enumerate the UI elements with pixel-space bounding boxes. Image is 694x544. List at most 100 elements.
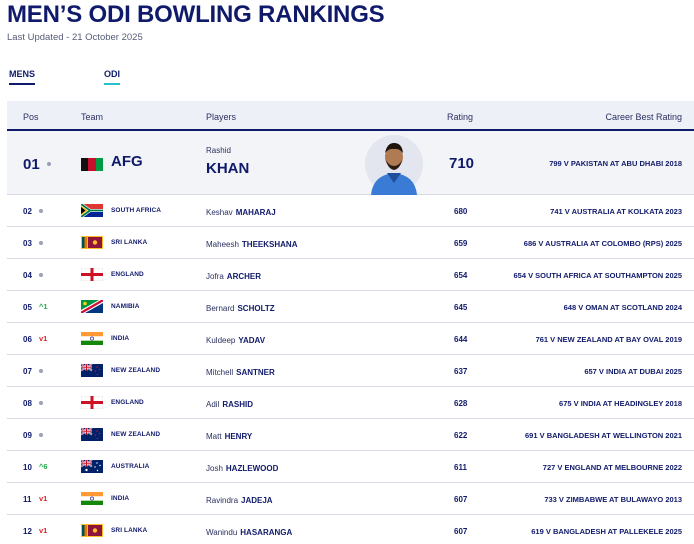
no-change-icon — [39, 209, 43, 213]
player-name[interactable]: Adil RASHID — [206, 400, 253, 409]
player-last-name: HENRY — [224, 432, 253, 441]
player-name[interactable]: Josh HAZLEWOOD — [206, 464, 278, 473]
rank-position: 03 — [23, 239, 32, 248]
table-row[interactable]: 11 v1 INDIA Ravindra JADEJA 607 733 V ZIMBABWE… — [7, 483, 694, 515]
rating-value: 637 — [454, 367, 468, 376]
player-first-name: Matt — [206, 432, 222, 441]
table-row[interactable]: 02 SOUTH AFRICA Keshav MAHARAJ 680 741 V AUST… — [7, 195, 694, 227]
team-name: SOUTH AFRICA — [111, 207, 162, 214]
player-first-name: Keshav — [206, 208, 233, 217]
team-name: ENGLAND — [111, 271, 144, 278]
player-name[interactable]: Ravindra JADEJA — [206, 496, 273, 505]
player-first-name: Ravindra — [206, 496, 239, 505]
table-row[interactable]: 09 NEW ZEALAND Matt HENRY 622 691 V BANGLADES… — [7, 419, 694, 451]
player-first-name: Rashid — [206, 146, 231, 155]
player-first-name: Wanindu — [206, 528, 238, 537]
rating-value: 628 — [454, 399, 468, 408]
rank-down-icon: v1 — [39, 334, 48, 343]
player-name[interactable]: Wanindu HASARANGA — [206, 528, 292, 537]
england-flag-icon — [81, 396, 103, 409]
rank-position: 01 — [23, 156, 40, 173]
rating-value: 659 — [454, 239, 468, 248]
rank-position: 09 — [23, 431, 32, 440]
player-first-name: Adil — [206, 400, 220, 409]
rating-value: 611 — [454, 463, 467, 472]
player-last-name: HASARANGA — [240, 528, 293, 537]
rating-value: 654 — [454, 271, 468, 280]
career-best: 686 V AUSTRALIA AT COLOMBO (RPS) 2025 — [523, 239, 682, 248]
col-players: Players — [206, 112, 237, 122]
table-row[interactable]: 04 ENGLAND Jofra ARCHER 654 654 V SOUTH AFRIC… — [7, 259, 694, 291]
player-name[interactable]: Mitchell SANTNER — [206, 368, 275, 377]
career-best: 741 V AUSTRALIA AT KOLKATA 2023 — [550, 207, 682, 216]
player-name[interactable]: Maheesh THEEKSHANA — [206, 240, 297, 249]
team-name: SRI LANKA — [111, 527, 148, 534]
table-row[interactable]: 03 SRI LANKA Maheesh THEEKSHANA 659 686 V AUS… — [7, 227, 694, 259]
player-last-name: ARCHER — [226, 272, 262, 281]
rank-down-icon: v1 — [39, 526, 48, 535]
rank-position: 08 — [23, 399, 32, 408]
england-flag-icon — [81, 268, 103, 281]
player-last-name: MAHARAJ — [235, 208, 276, 217]
no-change-icon — [39, 241, 43, 245]
table-row[interactable]: 07 NEW ZEALAND Mitchell SANTNER 637 657 V IND… — [7, 355, 694, 387]
player-last-name[interactable]: KHAN — [206, 160, 250, 177]
ranking-rows: 02 SOUTH AFRICA Keshav MAHARAJ 680 741 V AUST… — [7, 195, 694, 544]
india-flag-icon — [81, 332, 103, 345]
player-name[interactable]: Matt HENRY — [206, 432, 252, 441]
rank-position: 02 — [23, 207, 32, 216]
col-pos: Pos — [23, 112, 39, 122]
no-change-icon — [39, 433, 43, 437]
col-team: Team — [81, 112, 104, 122]
tab-mens[interactable]: MENS — [9, 69, 36, 85]
player-last-name: SANTNER — [236, 368, 275, 377]
rank-position: 07 — [23, 367, 32, 376]
rank-position: 06 — [23, 335, 32, 344]
player-last-name: YADAV — [238, 336, 266, 345]
col-rating: Rating — [447, 112, 474, 122]
player-photo — [365, 135, 423, 195]
player-name[interactable]: Keshav MAHARAJ — [206, 208, 276, 217]
rank-position: 11 — [23, 495, 32, 504]
table-row[interactable]: 08 ENGLAND Adil RASHID 628 675 V INDIA AT HEA… — [7, 387, 694, 419]
sri-lanka-flag-icon — [81, 236, 103, 249]
namibia-flag-icon — [81, 300, 103, 313]
rankings-table: Pos Team Players Rating Career Best Rati… — [7, 101, 694, 544]
player-name[interactable]: Jofra ARCHER — [206, 272, 261, 281]
player-last-name: SCHOLTZ — [237, 304, 275, 313]
tab-odi[interactable]: ODI — [104, 69, 121, 85]
career-best: 727 V ENGLAND AT MELBOURNE 2022 — [542, 463, 682, 472]
rank-position: 04 — [23, 271, 32, 280]
player-name[interactable]: Kuldeep YADAV — [206, 336, 265, 345]
player-name[interactable]: Bernard SCHOLTZ — [206, 304, 275, 313]
career-best: 654 V SOUTH AFRICA AT SOUTHAMPTON 2025 — [513, 271, 682, 280]
south-africa-flag-icon — [81, 204, 103, 217]
player-first-name: Maheesh — [206, 240, 239, 249]
rank-position: 10 — [23, 463, 32, 472]
player-first-name: Bernard — [206, 304, 235, 313]
team-name: NEW ZEALAND — [111, 431, 161, 438]
rating-value: 644 — [454, 335, 468, 344]
player-first-name: Mitchell — [206, 368, 234, 377]
table-row[interactable]: 12 v1 SRI LANKA Wanindu HASARANGA 607 619 V BA… — [7, 515, 694, 544]
no-change-icon — [39, 401, 43, 405]
career-best: 648 V OMAN AT SCOTLAND 2024 — [563, 303, 682, 312]
top-ranked-row[interactable]: 01 AFG Rashid KHAN 710 799 V PAKISTAN AT… — [7, 131, 694, 195]
no-change-icon — [39, 273, 43, 277]
rank-up-icon: ^6 — [39, 462, 48, 471]
rating-value: 622 — [454, 431, 468, 440]
team-name: INDIA — [111, 335, 130, 342]
player-first-name: Jofra — [206, 272, 224, 281]
rating-value: 607 — [454, 495, 468, 504]
table-row[interactable]: 06 v1 INDIA Kuldeep YADAV 644 761 V NEW ZEALAN… — [7, 323, 694, 355]
page-title: MEN’S ODI BOWLING RANKINGS — [7, 1, 385, 28]
team-name: SRI LANKA — [111, 239, 148, 246]
player-last-name: RASHID — [222, 400, 254, 409]
player-last-name: HAZLEWOOD — [225, 464, 279, 473]
table-row[interactable]: 05 ^1 NAMIBIA Bernard SCHOLTZ 645 648 V OMAN A… — [7, 291, 694, 323]
australia-flag-icon — [81, 460, 103, 473]
no-change-icon — [47, 162, 51, 166]
table-row[interactable]: 10 ^6 AUSTRALIA Josh HAZLEWOOD 611 727 V ENGLA… — [7, 451, 694, 483]
player-first-name: Kuldeep — [206, 336, 236, 345]
career-best: 619 V BANGLADESH AT PALLEKELE 2025 — [531, 527, 682, 536]
